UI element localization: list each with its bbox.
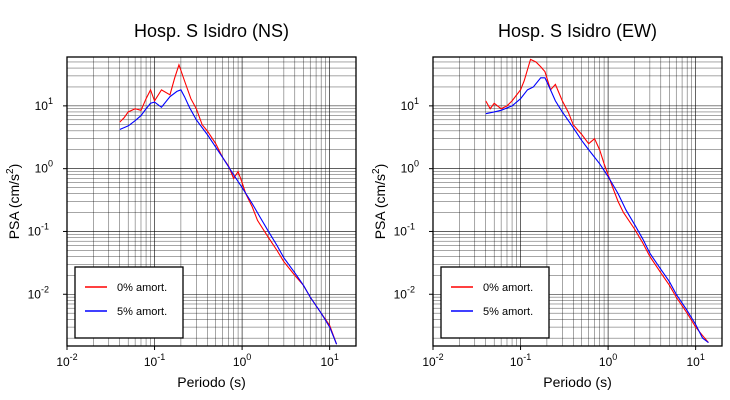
y-axis-label: PSA (cm/s2) (371, 164, 388, 240)
x-tick-label: 10-1 (144, 352, 165, 369)
chart-panel-1: 10-2 10-1 100 101 10-2 10-1 100 101 Hosp. S Isid… (371, 21, 723, 390)
x-tick-label: 10-2 (56, 352, 77, 369)
series-line-1 (485, 77, 709, 344)
legend-label: 0% amort. (483, 282, 533, 294)
y-tick-label: 10-2 (28, 284, 49, 301)
chart-panel-0: 10-2 10-1 100 101 10-2 10-1 100 101 Hosp. S Isid… (5, 21, 357, 390)
y-tick-label: 10-1 (28, 221, 49, 238)
plot-frame (66, 56, 357, 347)
x-axis-label: Periodo (s) (543, 374, 611, 390)
legend: 0% amort. 5% amort. (440, 266, 550, 339)
series-line-0 (485, 58, 709, 343)
chart-title: Hosp. S Isidro (NS) (134, 21, 289, 41)
y-tick-label: 101 (401, 96, 419, 113)
y-tick-label: 10-1 (394, 221, 415, 238)
y-tick-label: 10-2 (394, 284, 415, 301)
x-tick-label: 10-2 (422, 352, 443, 369)
chart-title: Hosp. S Isidro (EW) (498, 21, 657, 41)
legend-box (440, 266, 550, 339)
x-axis-label: Periodo (s) (177, 374, 245, 390)
legend: 0% amort. 5% amort. (74, 266, 184, 339)
grid (66, 56, 357, 346)
y-axis-label: PSA (cm/s2) (5, 164, 22, 240)
legend-box (74, 266, 184, 339)
plot-frame (432, 56, 723, 347)
y-tick-label: 100 (401, 159, 419, 176)
y-tick-label: 100 (35, 159, 53, 176)
x-tick-label: 100 (599, 352, 617, 369)
legend-label: 5% amort. (483, 306, 533, 318)
x-tick-label: 101 (320, 352, 338, 369)
legend-label: 5% amort. (117, 306, 167, 318)
series-line-0 (119, 63, 338, 345)
x-tick-label: 100 (233, 352, 251, 369)
series-line-1 (119, 89, 338, 345)
legend-label: 0% amort. (117, 282, 167, 294)
y-tick-label: 101 (35, 96, 53, 113)
x-tick-label: 101 (686, 352, 704, 369)
x-tick-label: 10-1 (510, 352, 531, 369)
